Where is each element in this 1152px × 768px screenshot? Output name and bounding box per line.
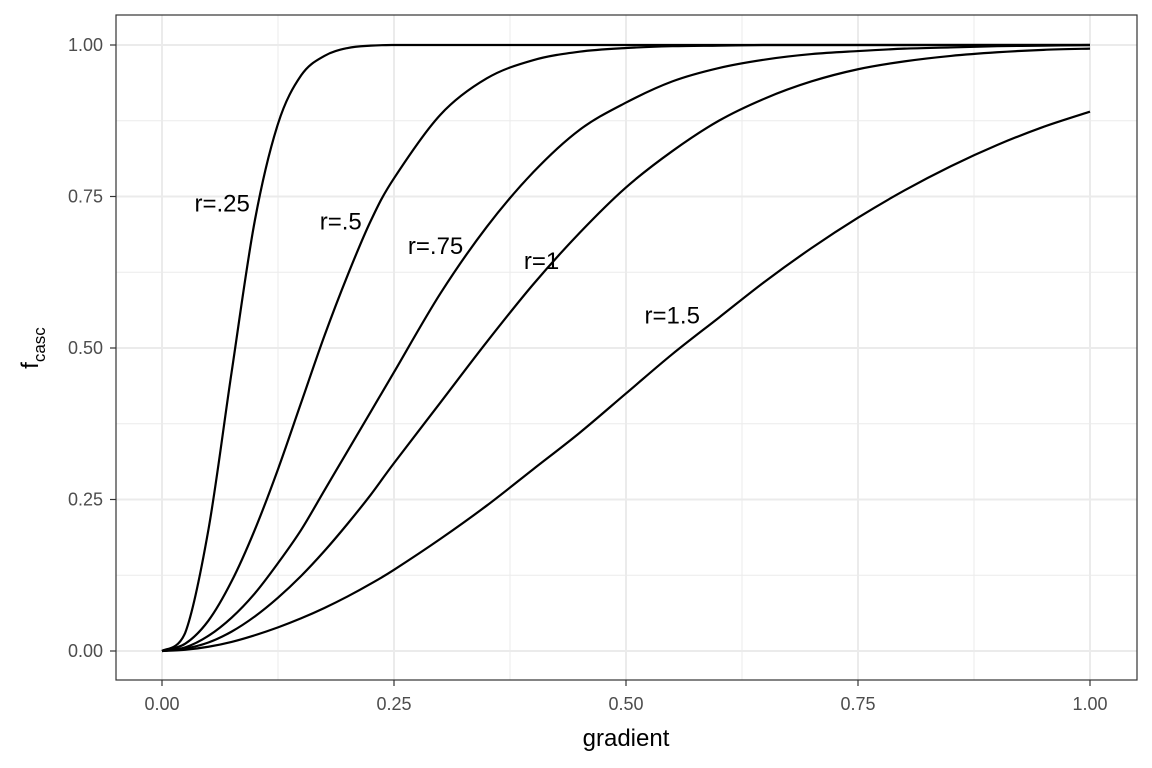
x-axis-title: gradient (583, 725, 670, 752)
curve-r-1 (161, 47, 1091, 653)
curve-label: r=.75 (408, 233, 463, 260)
curve-label: r=.5 (320, 209, 362, 236)
x-tick-label: 1.00 (1072, 694, 1107, 714)
y-axis-title-main: f (17, 362, 44, 369)
curve-label: r=.25 (194, 191, 249, 218)
x-axis: 0.00 0.25 0.50 0.75 1.00 (144, 680, 1108, 714)
x-tick-label: 0.00 (144, 694, 179, 714)
y-tick-label: 1.00 (68, 35, 103, 55)
y-tick-label: 0.25 (68, 490, 103, 510)
grid-lines (116, 15, 1137, 680)
curve-label: r=1.5 (645, 303, 700, 330)
x-tick-label: 0.75 (840, 694, 875, 714)
y-tick-label: 0.00 (68, 641, 103, 661)
y-tick-label: 0.50 (68, 338, 103, 358)
curve-label: r=1 (524, 248, 559, 275)
y-axis: 0.00 0.25 0.50 0.75 1.00 (68, 35, 116, 661)
curve-r-5 (161, 43, 1090, 653)
y-tick-label: 0.75 (68, 187, 103, 207)
curve-r-1-5 (161, 110, 1091, 653)
x-tick-label: 0.25 (376, 694, 411, 714)
curve-r-75 (161, 43, 1091, 653)
y-axis-title-sub: casc (30, 327, 49, 362)
x-tick-label: 0.50 (608, 694, 643, 714)
y-axis-title: fcasc (17, 327, 49, 369)
curve-labels: r=.25 r=.5 r=.75 r=1 r=1.5 (194, 191, 699, 330)
curves (161, 43, 1091, 653)
